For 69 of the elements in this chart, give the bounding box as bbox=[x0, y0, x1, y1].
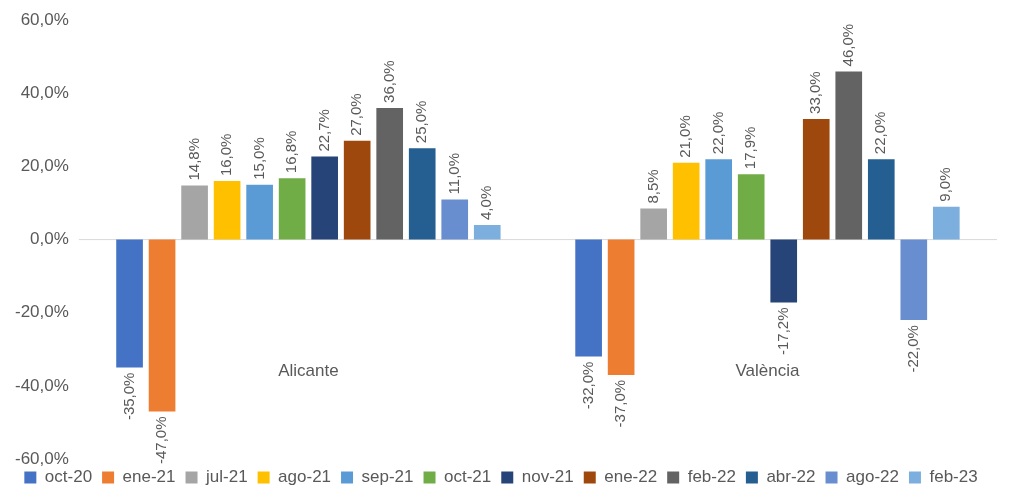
x-tick-label: Alicante bbox=[278, 361, 339, 381]
data-label: 9,0% bbox=[936, 167, 954, 202]
legend-label: ago-21 bbox=[278, 467, 332, 487]
bar bbox=[575, 239, 602, 357]
y-tick-label: 60,0% bbox=[20, 9, 69, 29]
data-label: 22,7% bbox=[314, 109, 332, 152]
bar bbox=[932, 206, 960, 240]
bar bbox=[900, 239, 928, 321]
bar bbox=[770, 239, 798, 303]
data-label: -22,0% bbox=[903, 325, 921, 373]
legend-label: jul-21 bbox=[205, 467, 248, 487]
x-tick-label: València bbox=[735, 361, 800, 381]
legend-label: abr-22 bbox=[766, 467, 816, 487]
data-label: 11,0% bbox=[444, 152, 462, 195]
data-label: 16,8% bbox=[282, 130, 300, 174]
data-label: 22,0% bbox=[708, 111, 726, 155]
bar bbox=[246, 184, 273, 240]
legend-label: feb-22 bbox=[687, 467, 736, 487]
bar bbox=[441, 199, 469, 240]
data-label: 21,0% bbox=[676, 115, 694, 158]
data-label: -32,0% bbox=[578, 361, 596, 410]
data-label: -47,0% bbox=[152, 416, 170, 464]
data-label: 46,0% bbox=[838, 23, 856, 67]
y-tick-label: 0,0% bbox=[30, 229, 69, 249]
legend-label: oct-20 bbox=[44, 467, 93, 487]
bar bbox=[343, 140, 371, 240]
data-label: -37,0% bbox=[611, 379, 629, 428]
y-tick-label: -60,0% bbox=[14, 448, 69, 468]
data-label: 22,0% bbox=[871, 111, 889, 155]
data-label: 15,0% bbox=[249, 137, 267, 180]
bar bbox=[311, 156, 338, 240]
data-label: 14,8% bbox=[184, 137, 202, 181]
data-label: -17,2% bbox=[773, 307, 791, 356]
bar bbox=[408, 148, 436, 240]
bar bbox=[607, 239, 635, 375]
legend-label: ago-22 bbox=[846, 467, 899, 487]
bar bbox=[802, 118, 830, 240]
y-tick-label: 40,0% bbox=[20, 83, 69, 103]
bar bbox=[640, 208, 667, 240]
bar bbox=[116, 239, 143, 368]
data-label: 17,9% bbox=[741, 126, 759, 170]
data-label: 33,0% bbox=[806, 71, 824, 114]
legend-label: feb-23 bbox=[929, 467, 978, 487]
data-label: 8,5% bbox=[643, 169, 661, 204]
bar bbox=[376, 107, 404, 240]
data-label: 27,0% bbox=[347, 93, 365, 136]
bar bbox=[473, 224, 501, 240]
bar bbox=[148, 239, 176, 412]
legend-label: sep-21 bbox=[361, 467, 414, 487]
legend-label: nov-21 bbox=[521, 467, 574, 487]
y-tick-label: -40,0% bbox=[14, 375, 69, 395]
data-label: -35,0% bbox=[119, 372, 137, 421]
bar bbox=[867, 159, 895, 240]
data-label: 36,0% bbox=[379, 60, 397, 103]
bar bbox=[737, 174, 765, 240]
legend-label: oct-21 bbox=[444, 467, 492, 487]
y-tick-label: 20,0% bbox=[20, 156, 69, 176]
bar bbox=[705, 159, 733, 240]
legend-label: ene-22 bbox=[604, 467, 658, 487]
legend-label: ene-21 bbox=[122, 467, 176, 487]
data-label: 16,0% bbox=[217, 133, 235, 177]
bar bbox=[278, 178, 306, 240]
bar bbox=[672, 162, 700, 240]
y-tick-label: -20,0% bbox=[14, 302, 69, 322]
bar bbox=[181, 185, 208, 240]
data-label: 4,0% bbox=[477, 185, 495, 220]
data-label: 25,0% bbox=[412, 100, 430, 144]
bar bbox=[213, 181, 241, 240]
bar bbox=[835, 71, 863, 240]
